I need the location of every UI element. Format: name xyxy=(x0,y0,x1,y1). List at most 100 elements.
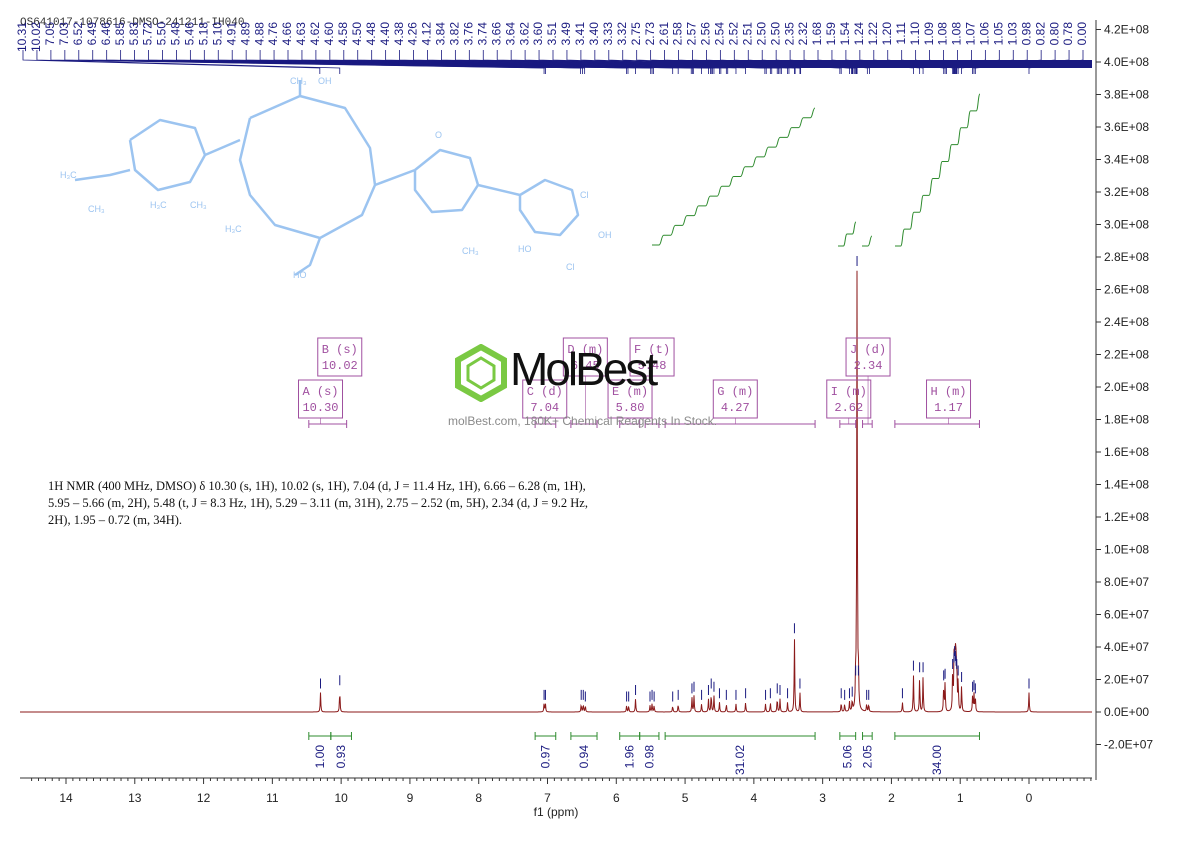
x-tick-label: 0 xyxy=(1026,791,1033,805)
integral-value: 1.00 xyxy=(313,745,327,769)
x-tick-label: 14 xyxy=(59,791,73,805)
multiplet-label: D (m) xyxy=(567,343,603,357)
peak-label: 1.54 xyxy=(838,22,852,46)
peak-label: 3.33 xyxy=(601,22,615,46)
y-tick-label: 2.2E+08 xyxy=(1104,348,1149,362)
structure-label: HO xyxy=(293,270,307,280)
aryl-ring xyxy=(518,178,580,237)
multiplet-shift: 10.30 xyxy=(302,401,338,415)
peak-label: 6.49 xyxy=(85,22,99,46)
x-tick-label: 9 xyxy=(407,791,414,805)
peak-label: 2.58 xyxy=(671,22,685,46)
peak-label: 2.35 xyxy=(782,22,796,46)
ester-link xyxy=(477,183,521,197)
ester-chain-left xyxy=(74,168,131,182)
peak-label: 2.75 xyxy=(629,22,643,46)
integral-value: 31.02 xyxy=(733,745,747,775)
integral-value: 34.00 xyxy=(930,745,944,775)
peak-label: 2.54 xyxy=(713,22,727,46)
x-tick-label: 10 xyxy=(334,791,348,805)
peak-label: 2.51 xyxy=(740,22,754,46)
y-tick-label: 2.8E+08 xyxy=(1104,250,1149,264)
peak-label: 6.52 xyxy=(71,22,85,46)
spectrum-line xyxy=(20,270,1092,713)
ether-link-right xyxy=(374,168,416,187)
peak-label: 3.84 xyxy=(434,22,448,46)
peak-label: 4.38 xyxy=(392,22,406,46)
peak-label: 4.50 xyxy=(350,22,364,46)
peak-label: 1.08 xyxy=(950,22,964,46)
integral-annotations: 1.00 0.93 0.97 0.94 1.96 0.98 31.02 5.06 2.05 34.… xyxy=(308,732,980,775)
y-tick-label: 3.6E+08 xyxy=(1104,120,1149,134)
macrocycle-ring xyxy=(238,94,377,240)
peak-label: 3.64 xyxy=(503,22,517,46)
peak-label: 3.62 xyxy=(517,22,531,46)
y-tick-label: 3.4E+08 xyxy=(1104,153,1149,167)
structure-label: OH xyxy=(598,230,612,240)
x-tick-label: 13 xyxy=(128,791,142,805)
x-tick-label: 5 xyxy=(682,791,689,805)
peak-label: 1.20 xyxy=(880,22,894,46)
peak-label: 7.03 xyxy=(57,22,71,46)
multiplet-shift: 10.02 xyxy=(322,359,358,373)
peak-label: 1.06 xyxy=(978,22,992,46)
sugar-ring-right xyxy=(413,148,480,214)
multiplet-box xyxy=(317,337,363,377)
multiplet-shift: 2.62 xyxy=(834,401,863,415)
watermark-tagline: molBest.com, 180K+ Chemical Reagents In … xyxy=(448,414,718,428)
structure-label: HO xyxy=(518,244,532,254)
y-tick-label: 1.4E+08 xyxy=(1104,478,1149,492)
structure-label: H₃C xyxy=(225,224,242,234)
y-tick-label: 3.2E+08 xyxy=(1104,185,1149,199)
peak-label: 2.56 xyxy=(699,22,713,46)
structure-label: H₃C xyxy=(60,170,77,180)
peak-label: 7.05 xyxy=(43,22,57,46)
peak-label: 5.10 xyxy=(210,22,224,46)
multiplet-annotations: A (s) 10.30 B (s) 10.02 C (d) 7.04 D (m) 6.45 E … xyxy=(298,337,980,428)
peak-label: 5.72 xyxy=(141,22,155,46)
integral-curve xyxy=(895,93,981,247)
structure-label: O xyxy=(435,130,442,140)
multiplet-label: G (m) xyxy=(717,385,753,399)
sample-id: OS641017-1078616-DMSO-241211-IH040 xyxy=(20,17,245,29)
y-tick-label: 4.0E+07 xyxy=(1104,640,1149,654)
peak-label: 4.89 xyxy=(238,22,252,46)
y-tick-label: 1.0E+08 xyxy=(1104,543,1149,557)
y-tick-label: 1.2E+08 xyxy=(1104,510,1149,524)
peak-label: 3.51 xyxy=(545,22,559,46)
peak-label: 0.80 xyxy=(1047,22,1061,46)
peak-label: 5.46 xyxy=(183,22,197,46)
peak-label-list: 10.31 10.02 7.05 7.03 6.52 6.49 6.46 5.85 5.83 5.… xyxy=(15,22,1092,74)
nmr-description: 1H NMR (400 MHz, DMSO) δ 10.30 (s, 1H), … xyxy=(48,479,588,527)
peak-label-leader xyxy=(22,50,321,74)
y-tick-label: -2.0E+07 xyxy=(1104,738,1153,752)
structure-label: Cl xyxy=(580,190,589,200)
peak-label: 3.41 xyxy=(573,22,587,46)
multiplet-shift: 5.80 xyxy=(616,401,645,415)
peak-label-leader xyxy=(427,50,747,74)
peak-label-band xyxy=(652,60,1092,68)
x-tick-label: 4 xyxy=(751,791,758,805)
structure-label: Cl xyxy=(566,262,575,272)
peak-label: 1.07 xyxy=(964,22,978,46)
peak-label: 0.78 xyxy=(1061,22,1075,46)
multiplet-shift: 6.45 xyxy=(571,359,600,373)
multiplet-label: E (m) xyxy=(612,385,648,399)
integral-value: 2.05 xyxy=(860,745,874,769)
structure-label: H₃C xyxy=(150,200,167,210)
multiplet-label: F (t) xyxy=(634,343,670,357)
peak-label-leader xyxy=(36,50,341,74)
peak-label: 2.52 xyxy=(726,22,740,46)
multiplet-shift: 1.17 xyxy=(934,401,963,415)
peak-label: 10.31 xyxy=(15,22,29,52)
peak-label: 1.59 xyxy=(824,22,838,46)
y-tick-label: 8.0E+07 xyxy=(1104,575,1149,589)
sugar-ring-left xyxy=(128,118,207,192)
peak-label: 4.48 xyxy=(364,22,378,46)
integral-curve xyxy=(862,235,873,247)
x-axis: 14 13 12 11 10 9 8 7 6 5 4 3 2 1 0f1 (ppm) xyxy=(20,777,1092,819)
peak-label: 0.00 xyxy=(1075,22,1089,46)
structure-label: CH₃ xyxy=(462,246,479,256)
peak-label-leader xyxy=(106,50,586,74)
x-tick-label: 8 xyxy=(475,791,482,805)
